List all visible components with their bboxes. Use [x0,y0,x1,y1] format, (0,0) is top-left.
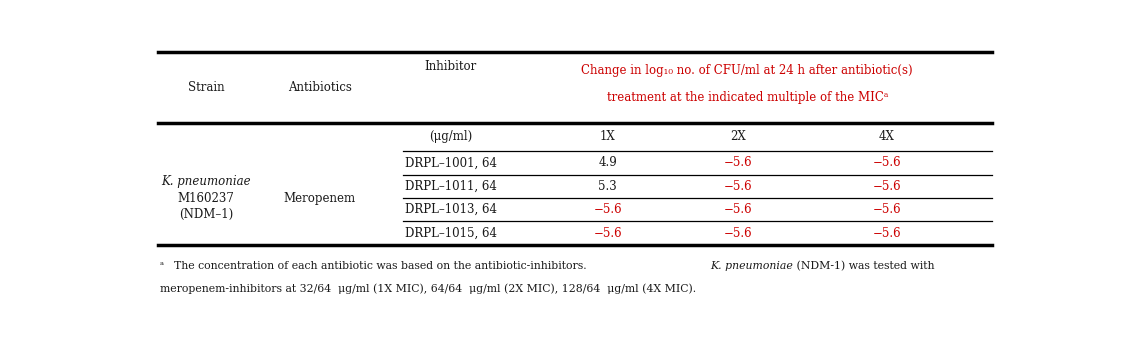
Text: −5.6: −5.6 [873,203,901,216]
Text: 4.9: 4.9 [598,156,617,169]
Text: 1X: 1X [600,130,616,143]
Text: 4X: 4X [879,130,895,143]
Text: K. pneumoniae: K. pneumoniae [161,175,251,188]
Text: Inhibitor: Inhibitor [425,60,476,73]
Text: 2X: 2X [731,130,747,143]
Text: −5.6: −5.6 [593,227,622,240]
Text: DRPL–1013, 64: DRPL–1013, 64 [404,203,497,216]
Text: Strain: Strain [188,81,224,94]
Text: M160237: M160237 [178,192,234,204]
Text: (NDM-1) was tested with: (NDM-1) was tested with [794,261,935,271]
Text: (μg/ml): (μg/ml) [429,130,472,143]
Text: K. pneumoniae: K. pneumoniae [709,261,793,271]
Text: −5.6: −5.6 [873,227,901,240]
Text: −5.6: −5.6 [724,203,753,216]
Text: Antibiotics: Antibiotics [288,81,351,94]
Text: −5.6: −5.6 [593,203,622,216]
Text: ᵃ: ᵃ [160,261,164,270]
Text: The concentration of each antibiotic was based on the antibiotic-inhibitors.: The concentration of each antibiotic was… [173,261,590,271]
Text: DRPL–1001, 64: DRPL–1001, 64 [404,156,497,169]
Text: (NDM–1): (NDM–1) [179,209,233,221]
Text: Meropenem: Meropenem [284,192,356,204]
Text: DRPL–1015, 64: DRPL–1015, 64 [404,227,497,240]
Text: −5.6: −5.6 [724,227,753,240]
Text: −5.6: −5.6 [873,180,901,193]
Text: Change in log₁₀ no. of CFU/ml at 24 h after antibiotic(s): Change in log₁₀ no. of CFU/ml at 24 h af… [581,64,913,77]
Text: −5.6: −5.6 [873,156,901,169]
Text: treatment at the indicated multiple of the MICᵃ: treatment at the indicated multiple of t… [607,91,888,104]
Text: DRPL–1011, 64: DRPL–1011, 64 [404,180,497,193]
Text: −5.6: −5.6 [724,156,753,169]
Text: −5.6: −5.6 [724,180,753,193]
Text: 5.3: 5.3 [598,180,617,193]
Text: meropenem-inhibitors at 32/64  μg/ml (1X MIC), 64/64  μg/ml (2X MIC), 128/64  μg: meropenem-inhibitors at 32/64 μg/ml (1X … [160,284,696,294]
